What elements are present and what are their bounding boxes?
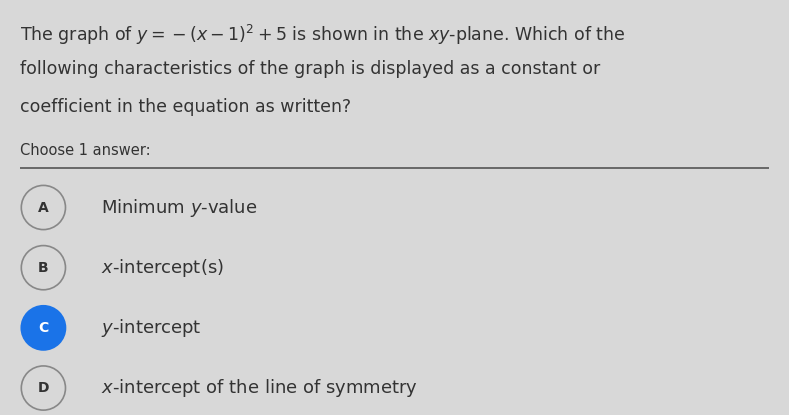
Text: following characteristics of the graph is displayed as a constant or: following characteristics of the graph i… (20, 60, 600, 78)
Text: $y$-intercept: $y$-intercept (101, 317, 201, 339)
Text: $x$-intercept(s): $x$-intercept(s) (101, 256, 224, 279)
Text: B: B (38, 261, 49, 275)
Text: D: D (38, 381, 49, 395)
Text: Minimum $y$-value: Minimum $y$-value (101, 196, 257, 219)
Ellipse shape (21, 246, 65, 290)
Ellipse shape (21, 186, 65, 229)
Text: A: A (38, 200, 49, 215)
Text: Choose 1 answer:: Choose 1 answer: (20, 143, 151, 158)
Text: coefficient in the equation as written?: coefficient in the equation as written? (20, 98, 351, 115)
Ellipse shape (21, 366, 65, 410)
Ellipse shape (21, 306, 65, 350)
Text: $x$-intercept of the line of symmetry: $x$-intercept of the line of symmetry (101, 377, 418, 399)
Text: C: C (39, 321, 48, 335)
Text: The graph of $y = -(x-1)^2 + 5$ is shown in the $xy$-plane. Which of the: The graph of $y = -(x-1)^2 + 5$ is shown… (20, 23, 625, 47)
